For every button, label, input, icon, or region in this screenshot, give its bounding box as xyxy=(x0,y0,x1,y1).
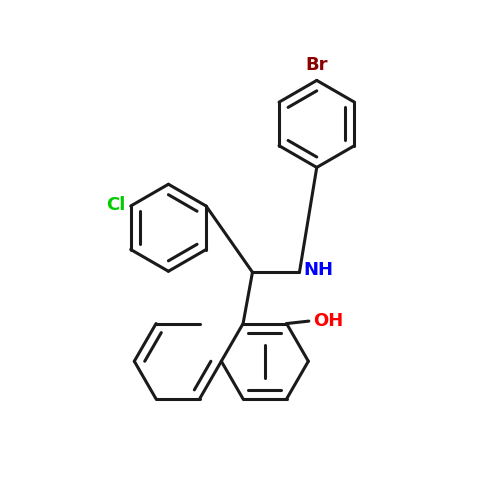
Text: NH: NH xyxy=(304,261,334,279)
Text: Br: Br xyxy=(306,56,328,74)
Text: Cl: Cl xyxy=(106,196,126,214)
Text: OH: OH xyxy=(313,312,343,330)
